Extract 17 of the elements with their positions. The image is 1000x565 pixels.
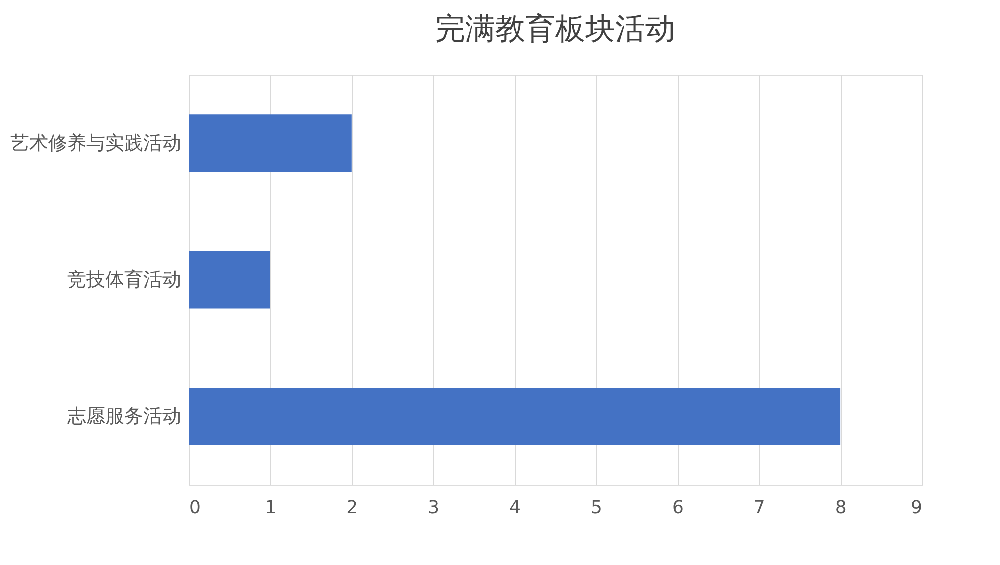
y-tick-label: 竞技体育活动 bbox=[68, 269, 182, 291]
y-tick-label: 志愿服务活动 bbox=[68, 406, 182, 428]
x-tick-label: 6 bbox=[672, 498, 684, 518]
bar bbox=[189, 114, 352, 172]
x-tick-label: 3 bbox=[428, 498, 440, 518]
x-tick-label: 5 bbox=[590, 498, 602, 518]
x-tick-label: 7 bbox=[754, 498, 766, 518]
x-tick-label: 1 bbox=[265, 498, 277, 518]
x-tick-label: 0 bbox=[190, 498, 201, 518]
x-tick-label: 9 bbox=[911, 498, 922, 518]
x-tick-label: 4 bbox=[510, 498, 522, 518]
y-tick-label: 艺术修养与实践活动 bbox=[10, 132, 182, 154]
x-tick-label: 2 bbox=[346, 498, 358, 518]
chart-title: 完满教育板块活动 bbox=[436, 12, 676, 47]
x-tick-label: 8 bbox=[835, 498, 847, 518]
bar bbox=[189, 388, 841, 446]
bar bbox=[189, 251, 270, 309]
